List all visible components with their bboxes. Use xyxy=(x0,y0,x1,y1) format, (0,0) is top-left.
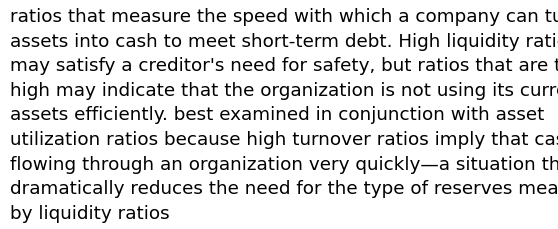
Text: utilization ratios because high turnover ratios imply that cash is: utilization ratios because high turnover… xyxy=(10,131,558,148)
Text: may satisfy a creditor's need for safety, but ratios that are too: may satisfy a creditor's need for safety… xyxy=(10,57,558,75)
Text: flowing through an organization very quickly—a situation that: flowing through an organization very qui… xyxy=(10,155,558,173)
Text: high may indicate that the organization is not using its current: high may indicate that the organization … xyxy=(10,82,558,99)
Text: assets into cash to meet short-term debt. High liquidity ratios: assets into cash to meet short-term debt… xyxy=(10,33,558,50)
Text: assets efficiently. best examined in conjunction with asset: assets efficiently. best examined in con… xyxy=(10,106,545,124)
Text: ratios that measure the speed with which a company can turn its: ratios that measure the speed with which… xyxy=(10,8,558,26)
Text: dramatically reduces the need for the type of reserves measured: dramatically reduces the need for the ty… xyxy=(10,180,558,197)
Text: by liquidity ratios: by liquidity ratios xyxy=(10,204,170,222)
